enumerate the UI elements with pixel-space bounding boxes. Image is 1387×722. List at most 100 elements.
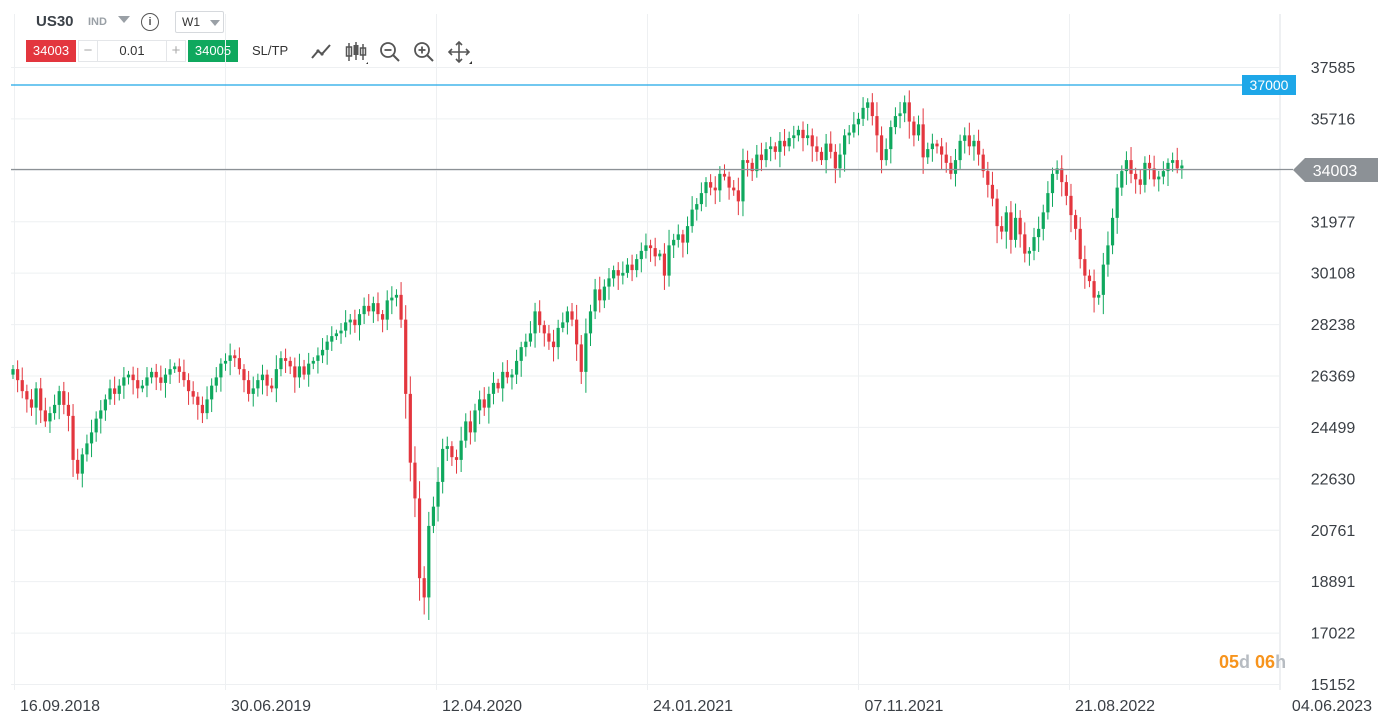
candle-body xyxy=(630,264,634,271)
candle-body xyxy=(829,143,833,152)
candle-body xyxy=(824,143,828,161)
lot-increase-button[interactable]: + xyxy=(166,40,186,62)
candle-body xyxy=(995,198,999,227)
lot-size-input[interactable]: 0.01 xyxy=(98,40,166,62)
timeframe-select[interactable]: W1 xyxy=(175,11,224,33)
candle-body xyxy=(930,143,934,150)
candle-body xyxy=(173,366,177,370)
candle-body xyxy=(274,369,278,389)
candle-body xyxy=(371,303,375,312)
candle-body xyxy=(935,143,939,147)
candle-body xyxy=(501,371,505,389)
candle-body xyxy=(445,446,449,449)
candle-body xyxy=(704,182,708,194)
candle-body xyxy=(1023,234,1027,254)
candle-body xyxy=(320,349,325,356)
candle-body xyxy=(48,413,52,422)
candle-body xyxy=(288,360,292,367)
candle-body xyxy=(612,270,616,279)
candle-body xyxy=(976,140,981,155)
candle-body xyxy=(339,330,343,334)
price-tags: 37000 34003 xyxy=(1242,75,1378,182)
x-tick-label: 30.06.2019 xyxy=(231,698,311,715)
candle-body xyxy=(357,314,362,326)
candle-body xyxy=(695,204,699,210)
candle-body xyxy=(1180,165,1184,169)
zoom-in-icon[interactable] xyxy=(412,40,436,64)
candle-body xyxy=(838,154,842,169)
candle-body xyxy=(1106,245,1110,265)
candle-body xyxy=(1124,160,1129,172)
candle-body xyxy=(159,377,163,383)
candle-body xyxy=(228,355,232,361)
y-tick-label: 15152 xyxy=(1311,677,1356,694)
candle-body xyxy=(921,124,925,158)
candle-body xyxy=(1009,212,1013,240)
candle-body xyxy=(80,454,84,474)
y-tick-label: 30108 xyxy=(1311,266,1356,283)
timeframe-dropdown-icon[interactable] xyxy=(210,20,220,26)
countdown-hour-unit: h xyxy=(1275,652,1287,672)
candle-body xyxy=(307,363,311,375)
candle-body xyxy=(709,182,713,188)
candle-body xyxy=(514,360,519,375)
candle-body xyxy=(1120,171,1124,188)
candle-body xyxy=(819,151,824,161)
alert-price-tag xyxy=(1242,75,1296,95)
candle-body xyxy=(256,380,260,389)
alert-price-label: 37000 xyxy=(1250,77,1289,93)
lot-decrease-button[interactable]: − xyxy=(78,40,98,62)
candle-body xyxy=(283,358,288,361)
candle-body xyxy=(413,462,417,499)
candle-body xyxy=(889,127,893,150)
zoom-out-icon[interactable] xyxy=(378,40,402,64)
candle-body xyxy=(1175,160,1179,169)
line-chart-icon[interactable] xyxy=(310,40,334,64)
candle-body xyxy=(1147,162,1152,169)
candle-body xyxy=(963,135,967,141)
candlestick-series xyxy=(11,90,1184,620)
x-tick-label: 07.11.2021 xyxy=(865,698,944,715)
candle-body xyxy=(967,135,971,147)
candle-body xyxy=(265,374,269,386)
info-icon[interactable]: i xyxy=(141,13,159,31)
candle-body xyxy=(62,391,66,405)
instrument-header: US30 IND i W1 xyxy=(0,0,400,40)
candle-body xyxy=(311,360,315,364)
candlestick-icon[interactable] xyxy=(344,40,369,64)
candle-body xyxy=(1078,228,1082,260)
pan-icon[interactable] xyxy=(447,40,472,64)
candle-body xyxy=(727,176,731,188)
candle-body xyxy=(113,388,117,394)
candle-body xyxy=(926,149,930,158)
candle-body xyxy=(778,140,782,152)
candle-body xyxy=(441,448,445,482)
candle-body xyxy=(796,129,800,136)
candle-body xyxy=(325,341,329,350)
candle-body xyxy=(52,404,57,414)
candle-body xyxy=(542,325,546,334)
candle-body xyxy=(385,300,389,320)
candle-body xyxy=(242,369,246,381)
sltp-button[interactable]: SL/TP xyxy=(252,43,289,58)
candle-body xyxy=(644,245,648,251)
candle-body xyxy=(219,363,223,378)
symbol-dropdown-icon[interactable] xyxy=(118,16,130,23)
y-tick-label: 17022 xyxy=(1311,626,1356,643)
candle-body xyxy=(1055,168,1059,174)
candle-body xyxy=(861,107,865,119)
candle-body xyxy=(667,245,671,276)
candle-body xyxy=(251,388,255,394)
candle-body xyxy=(177,366,181,372)
candle-body xyxy=(353,319,357,326)
candle-body xyxy=(990,184,995,199)
candle-body xyxy=(764,149,768,161)
sell-button[interactable]: 34003 xyxy=(26,40,76,62)
candle-body xyxy=(1166,162,1170,172)
candle-body xyxy=(150,371,154,378)
candle-body xyxy=(625,264,630,273)
candle-body xyxy=(584,333,588,372)
symbol-name[interactable]: US30 xyxy=(36,13,74,30)
candle-body xyxy=(676,234,680,240)
